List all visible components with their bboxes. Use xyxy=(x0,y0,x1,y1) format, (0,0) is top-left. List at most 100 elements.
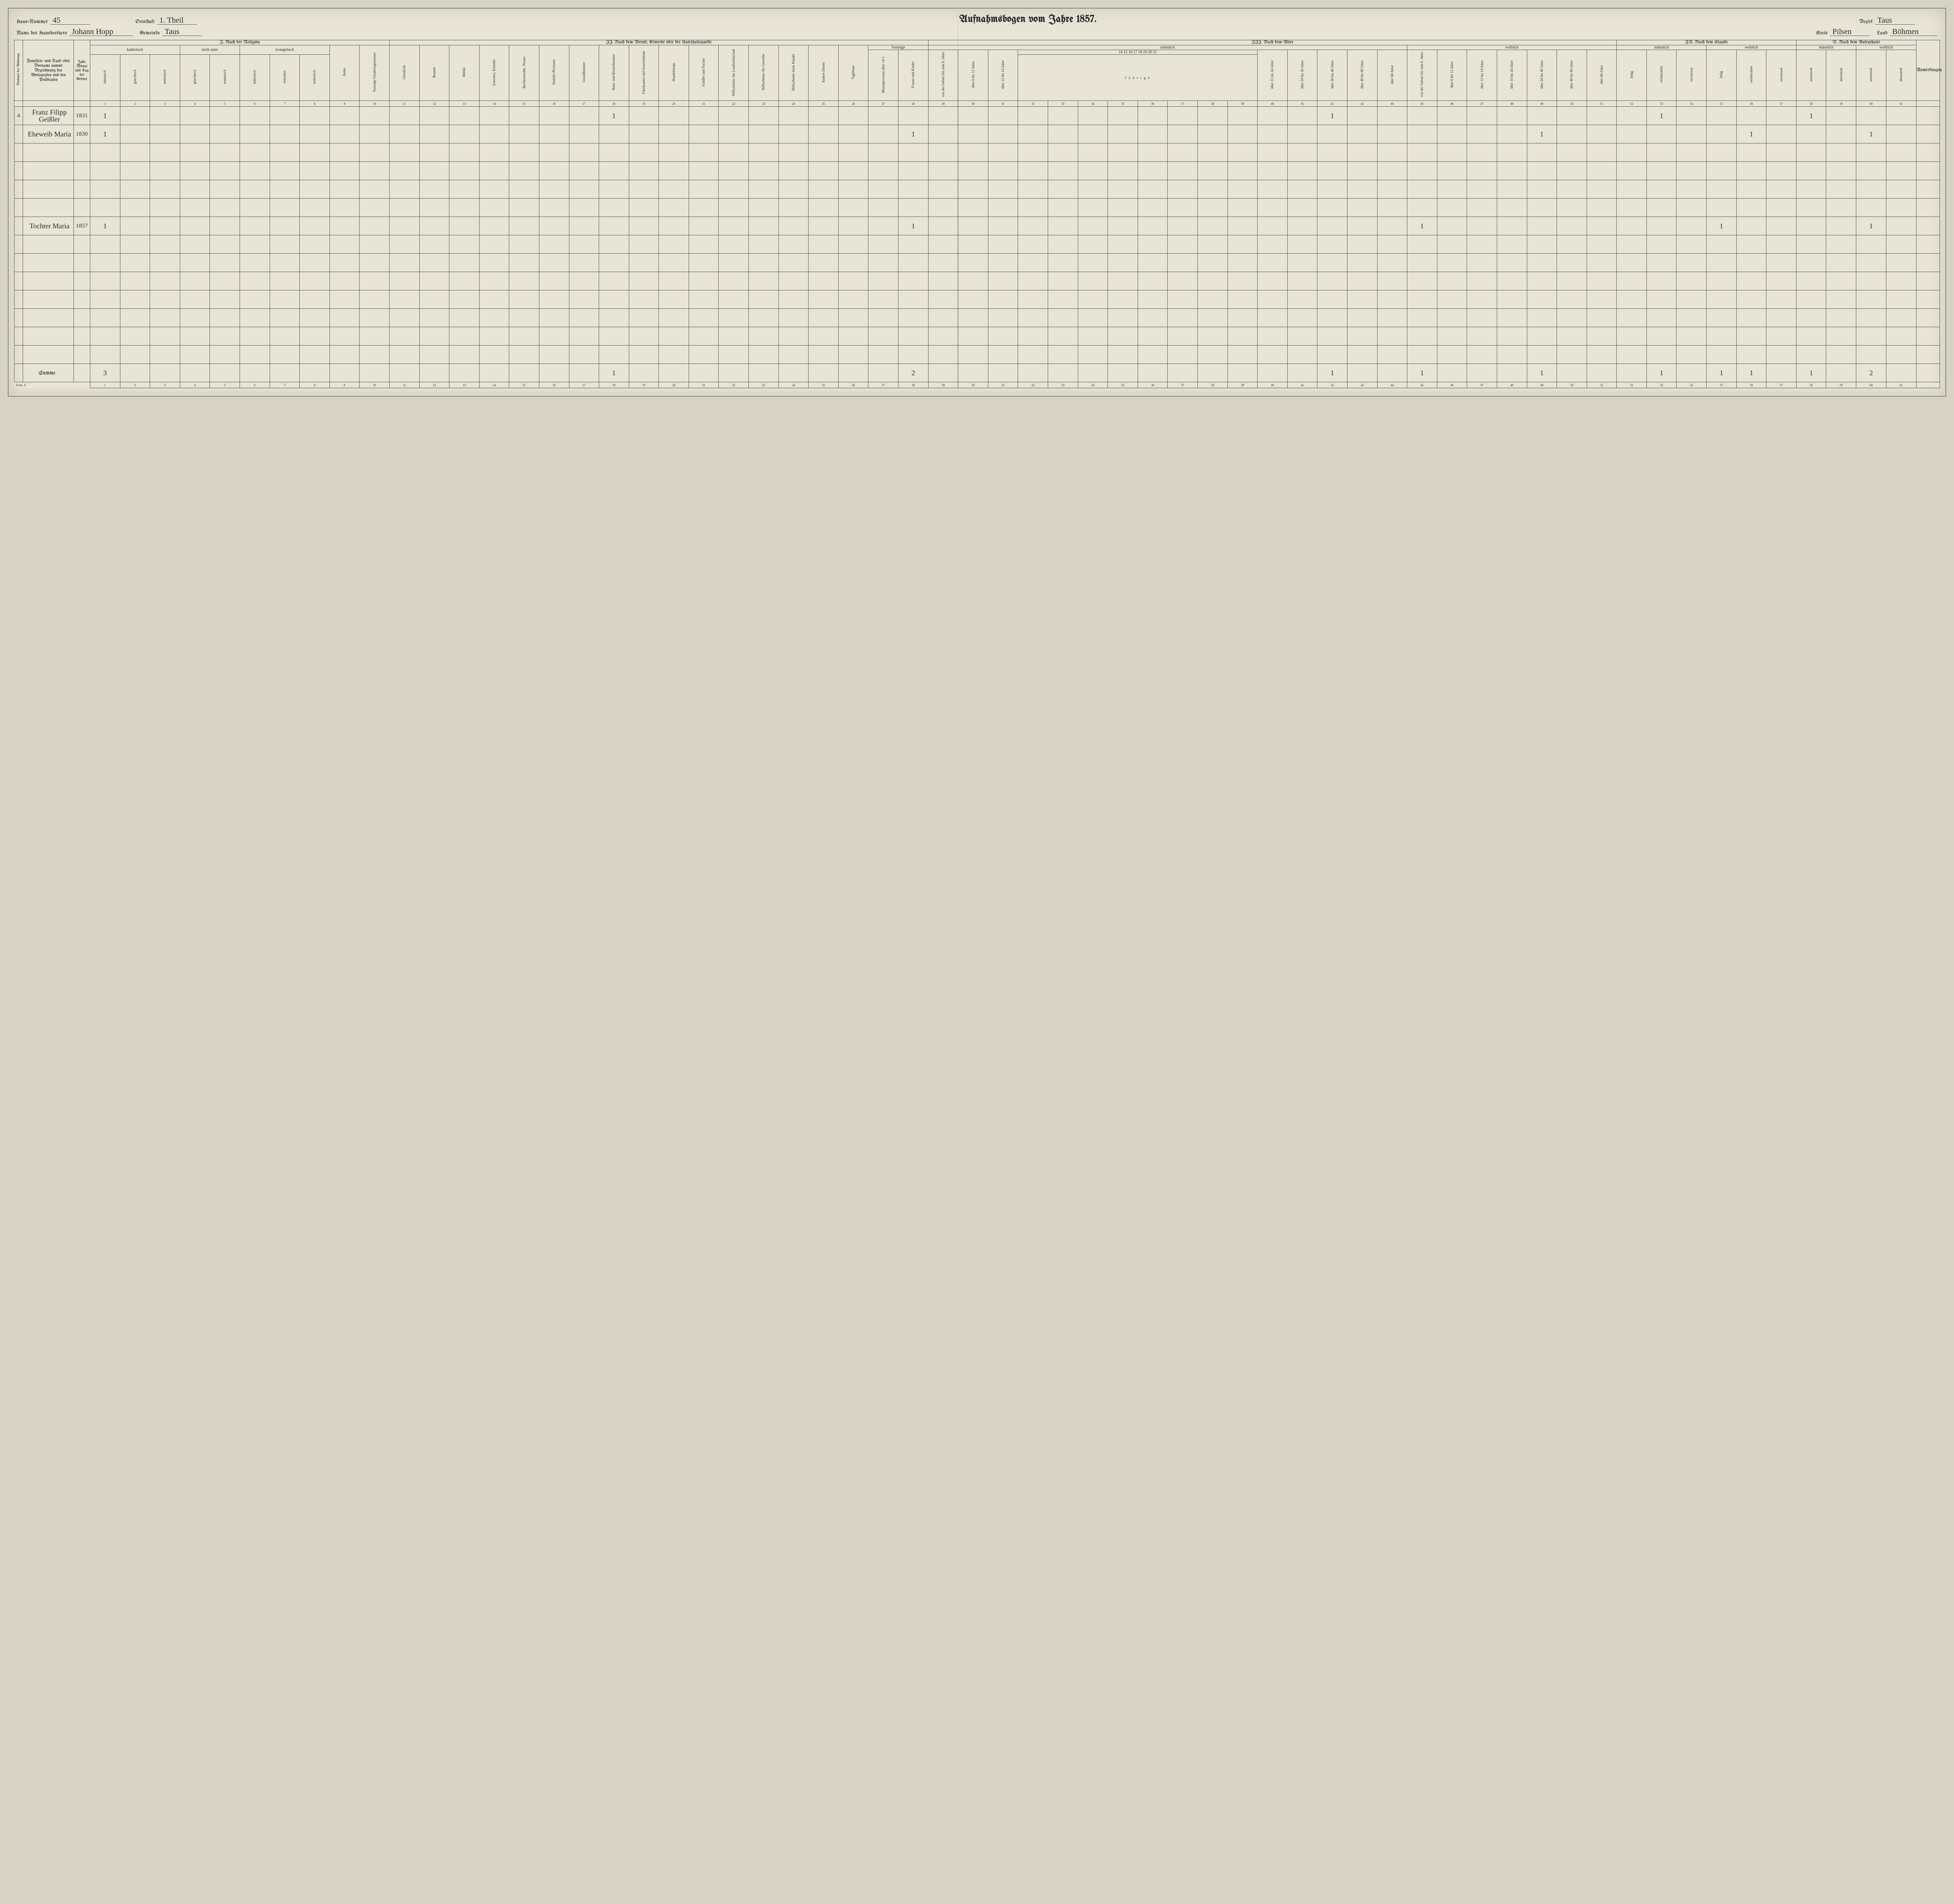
colnum: 53 xyxy=(1646,382,1677,388)
cell xyxy=(749,290,779,309)
colnum: 54 xyxy=(1677,382,1707,388)
cell xyxy=(1736,309,1766,327)
cell xyxy=(599,290,629,309)
cell xyxy=(1078,180,1108,199)
colnum: 29 xyxy=(928,101,958,107)
cell-name xyxy=(23,272,74,290)
cell xyxy=(1856,346,1886,364)
cell xyxy=(809,143,839,162)
cell xyxy=(1707,327,1737,346)
cell xyxy=(1078,309,1108,327)
cell xyxy=(210,235,240,254)
cell xyxy=(1796,327,1826,346)
field-gemeinde: Gemeinde Taus xyxy=(140,28,202,36)
cell xyxy=(419,272,449,290)
cell xyxy=(1018,217,1048,235)
cell xyxy=(1557,254,1587,272)
cell xyxy=(659,143,689,162)
cell xyxy=(958,143,988,162)
vcol: ledig xyxy=(1720,52,1723,97)
cell xyxy=(1377,235,1407,254)
cell xyxy=(539,143,569,162)
cell xyxy=(90,254,120,272)
cell-geburt xyxy=(74,235,90,254)
summe-cell xyxy=(1557,364,1587,382)
vcol: Fabrikanten und Gewerbsleute xyxy=(642,50,646,95)
cell xyxy=(809,180,839,199)
cell xyxy=(1437,107,1467,125)
cell xyxy=(449,290,480,309)
colnum: 35 xyxy=(1108,101,1138,107)
cell xyxy=(569,272,599,290)
cell-geburt xyxy=(74,180,90,199)
colnum: 6 xyxy=(240,101,270,107)
cell xyxy=(1168,125,1198,143)
summe-cell: 1 xyxy=(1317,364,1347,382)
cell xyxy=(928,199,958,217)
colnum: 3 xyxy=(150,101,180,107)
cell xyxy=(629,235,659,254)
value: Pilsen xyxy=(1830,28,1870,36)
cell xyxy=(1527,254,1557,272)
cell xyxy=(150,309,180,327)
cell xyxy=(210,254,240,272)
cell xyxy=(1197,162,1228,180)
cell xyxy=(1766,309,1797,327)
cell xyxy=(329,125,360,143)
cell xyxy=(1497,327,1527,346)
cell-name xyxy=(23,327,74,346)
cell xyxy=(1617,107,1647,125)
cell xyxy=(270,143,300,162)
form-code: Form. F. xyxy=(14,382,74,388)
cell xyxy=(838,309,868,327)
cell xyxy=(509,272,539,290)
colnum: 43 xyxy=(1347,382,1377,388)
cell xyxy=(1197,254,1228,272)
cell xyxy=(749,272,779,290)
cell xyxy=(1796,235,1826,254)
cell xyxy=(778,180,809,199)
cell xyxy=(898,309,929,327)
cell xyxy=(1228,272,1258,290)
cell xyxy=(1108,309,1138,327)
vcol: Hilfsarbeiter der Landwirthschaft xyxy=(732,48,735,97)
cell xyxy=(389,107,419,125)
cell xyxy=(659,107,689,125)
cell xyxy=(1317,143,1347,162)
cell xyxy=(1138,346,1168,364)
vcol: Geistliche xyxy=(403,50,406,95)
cell xyxy=(539,254,569,272)
cell xyxy=(1078,107,1108,125)
cell xyxy=(778,272,809,290)
cell: 1 xyxy=(1317,107,1347,125)
cell xyxy=(1587,162,1617,180)
cell xyxy=(1377,254,1407,272)
cell xyxy=(180,162,210,180)
summe-cell xyxy=(1138,364,1168,382)
cell xyxy=(569,125,599,143)
cell xyxy=(1108,180,1138,199)
colnum: 4 xyxy=(180,382,210,388)
cell xyxy=(1886,290,1916,309)
cell xyxy=(1228,290,1258,309)
cell-wohnung xyxy=(14,272,23,290)
cell xyxy=(569,346,599,364)
cell xyxy=(1796,309,1826,327)
cell xyxy=(270,290,300,309)
cell xyxy=(988,199,1018,217)
cell xyxy=(449,180,480,199)
cell xyxy=(1258,162,1288,180)
cell xyxy=(419,327,449,346)
cell xyxy=(1287,125,1317,143)
cell xyxy=(479,217,509,235)
cell xyxy=(539,327,569,346)
table-row xyxy=(14,272,1940,290)
cell xyxy=(569,199,599,217)
cell xyxy=(449,162,480,180)
cell xyxy=(1407,290,1437,309)
cell xyxy=(1497,199,1527,217)
colnum-row: 1234567891011121314151617181920212223242… xyxy=(14,101,1940,107)
cell xyxy=(928,107,958,125)
cell xyxy=(629,346,659,364)
summe-cell xyxy=(1826,364,1856,382)
